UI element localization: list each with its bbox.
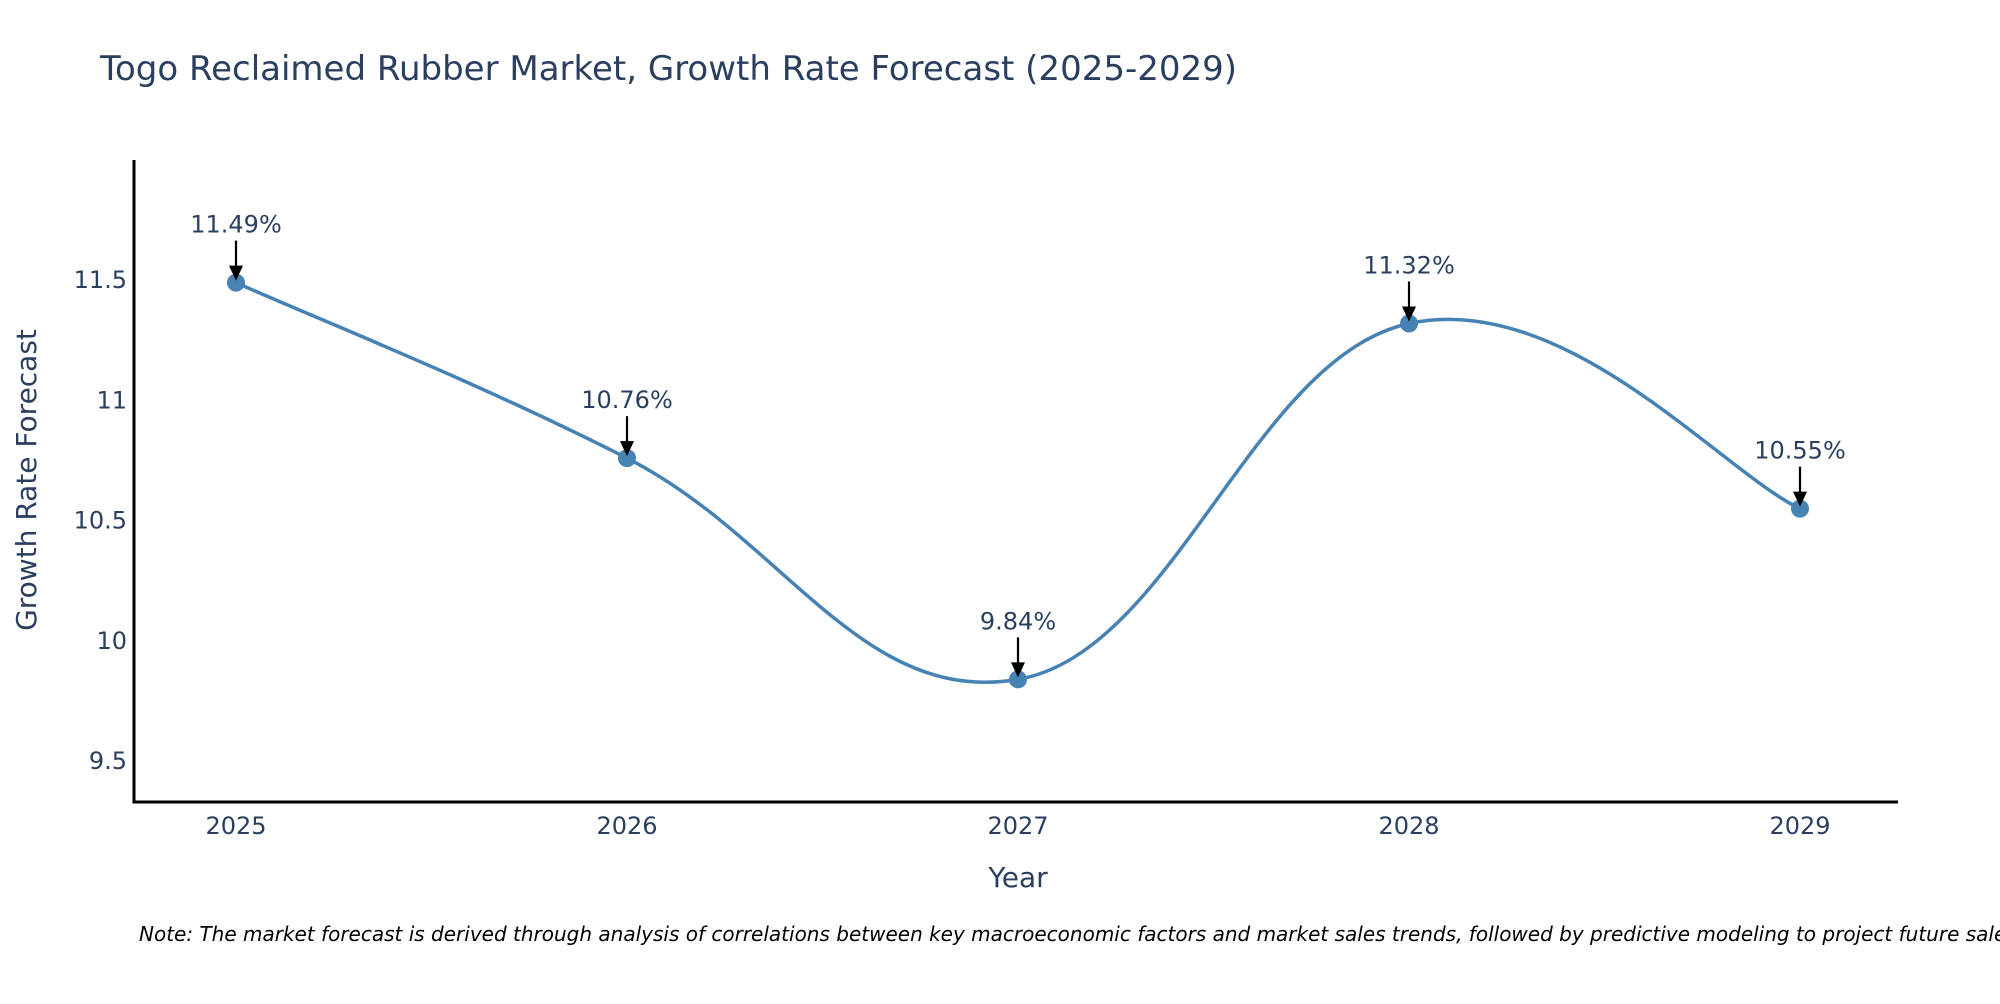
annotation-arrow-head — [1402, 306, 1416, 322]
data-label: 11.49% — [190, 211, 282, 239]
data-label: 10.55% — [1754, 437, 1846, 465]
x-tick-labels: 2025 2026 2027 2028 2029 — [205, 812, 1830, 840]
y-tick-label: 11 — [96, 386, 127, 414]
data-point-2029 — [1791, 499, 1809, 518]
x-axis-title: Year — [987, 861, 1048, 894]
data-point-2027 — [1009, 670, 1027, 689]
x-tick-label: 2026 — [596, 812, 657, 840]
y-tick-labels: 9.5 10 10.5 11 11.5 — [74, 266, 127, 775]
y-tick-label: 9.5 — [89, 747, 127, 775]
series-line — [235, 281, 1801, 684]
x-tick-label: 2025 — [205, 812, 266, 840]
annotation-arrow-head — [1793, 491, 1807, 507]
data-label: 11.32% — [1363, 252, 1455, 280]
axes — [132, 160, 1898, 804]
data-point-2028 — [1400, 314, 1418, 333]
annotation-arrow-head — [1011, 662, 1025, 678]
footnote: Note: The market forecast is derived thr… — [139, 922, 2000, 946]
annotation-arrow-head — [229, 265, 243, 281]
y-axis-title: Growth Rate Forecast — [10, 329, 43, 631]
data-point-2025 — [227, 273, 245, 292]
data-markers — [227, 273, 1809, 689]
chart-title: Togo Reclaimed Rubber Market, Growth Rat… — [99, 49, 1237, 89]
y-tick-label: 10 — [96, 627, 127, 655]
x-tick-label: 2028 — [1378, 812, 1439, 840]
annotation-arrow-head — [620, 441, 634, 457]
y-tick-label: 11.5 — [74, 266, 127, 294]
y-tick-label: 10.5 — [74, 507, 127, 535]
x-tick-label: 2029 — [1769, 812, 1830, 840]
x-tick-label: 2027 — [987, 812, 1048, 840]
data-point-2026 — [618, 449, 636, 468]
data-annotations: 11.49% 10.76% 9.84% 11.32% 10.55% — [190, 211, 1846, 678]
data-label: 9.84% — [980, 607, 1056, 635]
data-label: 10.76% — [581, 386, 673, 414]
